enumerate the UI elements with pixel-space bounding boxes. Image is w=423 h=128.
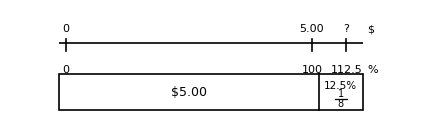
Bar bbox=[59, 74, 363, 110]
Text: 0: 0 bbox=[63, 65, 69, 75]
Text: 12.5%: 12.5% bbox=[324, 81, 357, 91]
Text: 5.00: 5.00 bbox=[299, 24, 324, 34]
Text: ?: ? bbox=[343, 24, 349, 34]
Text: $: $ bbox=[368, 24, 375, 34]
Text: 112.5: 112.5 bbox=[330, 65, 362, 75]
Text: $5.00: $5.00 bbox=[171, 86, 207, 99]
Text: 0: 0 bbox=[63, 24, 69, 34]
Text: 100: 100 bbox=[301, 65, 322, 75]
Text: 8: 8 bbox=[338, 99, 344, 109]
Text: 1: 1 bbox=[338, 89, 344, 99]
Text: %: % bbox=[368, 65, 378, 75]
